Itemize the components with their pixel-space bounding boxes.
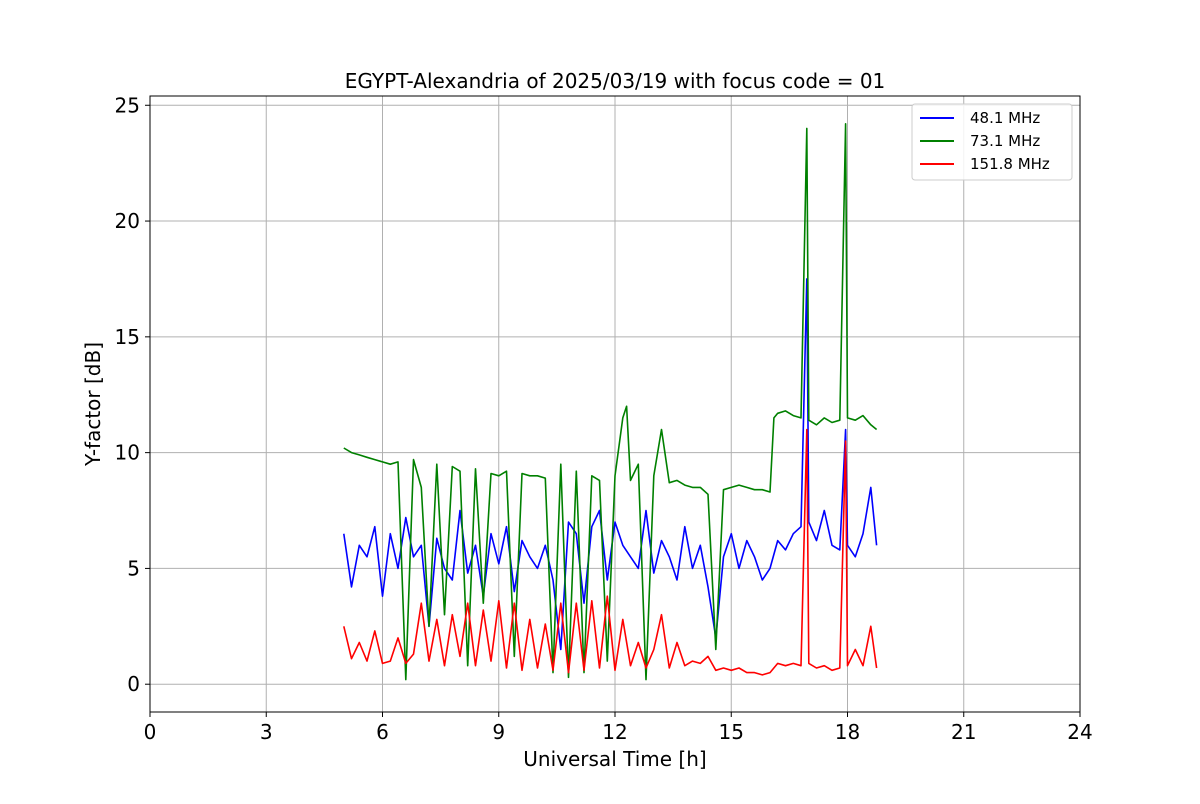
- y-tick-label: 10: [115, 441, 140, 465]
- legend: 48.1 MHz 73.1 MHz 151.8 MHz: [911, 103, 1073, 181]
- series-line-1: [343, 123, 878, 681]
- y-tick-label: 5: [127, 556, 140, 580]
- legend-label: 48.1 MHz: [970, 109, 1040, 127]
- chart-title: EGYPT-Alexandria of 2025/03/19 with focu…: [345, 69, 886, 93]
- y-axis-label: Y-factor [dB]: [81, 342, 105, 467]
- series-group: [343, 123, 878, 681]
- y-tick-label: 15: [115, 325, 140, 349]
- axis-ticks: 0 3 6 9 12 15 18 21 24 0 5 10 15 20 25: [115, 93, 1093, 744]
- grid: [149, 96, 1081, 712]
- legend-box: [911, 103, 1073, 181]
- y-tick-label: 20: [115, 209, 140, 233]
- x-tick-label: 15: [719, 720, 744, 744]
- series-line-2: [343, 428, 878, 676]
- x-tick-label: 9: [492, 720, 505, 744]
- y-tick-label: 0: [127, 672, 140, 696]
- x-tick-label: 21: [951, 720, 976, 744]
- x-tick-label: 24: [1067, 720, 1092, 744]
- legend-label: 151.8 MHz: [970, 155, 1050, 173]
- x-tick-label: 0: [144, 720, 157, 744]
- x-axis-label: Universal Time [h]: [523, 747, 706, 771]
- x-tick-label: 18: [835, 720, 860, 744]
- legend-label: 73.1 MHz: [970, 132, 1040, 150]
- x-tick-label: 6: [376, 720, 389, 744]
- x-tick-label: 3: [260, 720, 273, 744]
- series-line-0: [343, 278, 878, 651]
- y-tick-label: 25: [115, 93, 140, 117]
- x-tick-label: 12: [602, 720, 627, 744]
